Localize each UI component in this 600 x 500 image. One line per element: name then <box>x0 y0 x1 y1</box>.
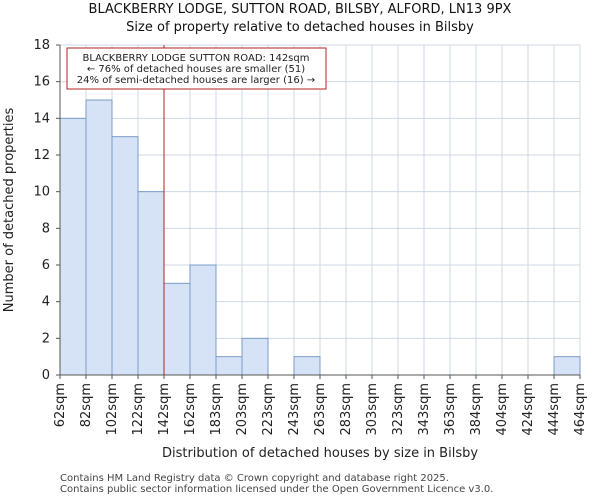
x-tick-label: 263sqm <box>313 383 328 436</box>
x-ticks: 62sqm 82sqm 102sqm 122sqm 142sqm 162sqm 183sqm… <box>53 375 588 436</box>
x-tick-label: 183sqm <box>209 383 224 436</box>
bar <box>163 282 191 376</box>
annotation-box: BLACKBERRY LODGE SUTTON ROAD: 142sqm ← 7… <box>66 47 327 90</box>
x-tick-label: 82sqm <box>79 383 94 427</box>
x-tick-label: 444sqm <box>547 383 562 436</box>
x-tick-label: 243sqm <box>287 383 302 436</box>
y-tick-label: 10 <box>33 185 50 200</box>
bar <box>293 356 321 376</box>
x-tick-label: 404sqm <box>495 383 510 436</box>
x-tick-label: 343sqm <box>417 383 432 436</box>
y-tick-label: 18 <box>33 38 50 53</box>
bar <box>85 99 113 376</box>
annotation-line-2: ← 76% of detached houses are smaller (51… <box>87 64 305 75</box>
bar <box>111 136 139 376</box>
y-tick-label: 16 <box>33 75 50 90</box>
annotation-line-3: 24% of semi-detached houses are larger (… <box>77 75 315 86</box>
x-tick-label: 363sqm <box>443 383 458 436</box>
chart-subtitle: Size of property relative to detached ho… <box>126 20 474 35</box>
y-tick-label: 2 <box>42 331 50 346</box>
y-tick-label: 12 <box>33 148 50 163</box>
y-tick-label: 4 <box>42 295 50 310</box>
footer-line-2: Contains public sector information licen… <box>60 484 494 495</box>
y-tick-label: 8 <box>42 221 50 236</box>
annotation-line-1: BLACKBERRY LODGE SUTTON ROAD: 142sqm <box>83 53 310 64</box>
x-tick-label: 203sqm <box>235 383 250 436</box>
bar <box>137 191 165 376</box>
x-tick-label: 223sqm <box>261 383 276 436</box>
y-ticks: 0 2 4 6 8 10 12 14 16 18 <box>33 38 60 383</box>
x-tick-label: 303sqm <box>365 383 380 436</box>
bar <box>215 356 243 376</box>
chart-title: BLACKBERRY LODGE, SUTTON ROAD, BILSBY, A… <box>88 2 512 17</box>
x-tick-label: 162sqm <box>183 383 198 436</box>
bars <box>59 99 581 376</box>
x-tick-label: 122sqm <box>131 383 146 436</box>
x-tick-label: 424sqm <box>521 383 536 436</box>
x-tick-label: 62sqm <box>53 383 68 427</box>
x-tick-label: 102sqm <box>105 383 120 436</box>
bar <box>59 117 87 376</box>
y-axis-label: Number of detached properties <box>2 108 17 313</box>
y-tick-label: 14 <box>33 111 50 126</box>
bar <box>553 356 581 376</box>
y-tick-label: 6 <box>42 258 50 273</box>
y-tick-label: 0 <box>42 368 50 383</box>
bar <box>189 264 217 376</box>
bar <box>241 337 269 376</box>
x-tick-label: 142sqm <box>157 383 172 436</box>
x-tick-label: 464sqm <box>573 383 588 436</box>
x-tick-label: 283sqm <box>339 383 354 436</box>
x-tick-label: 384sqm <box>469 383 484 436</box>
x-tick-label: 323sqm <box>391 383 406 436</box>
annotation-frame <box>66 47 327 90</box>
x-axis-label: Distribution of detached houses by size … <box>162 446 478 461</box>
footer-line-1: Contains HM Land Registry data © Crown c… <box>60 473 449 484</box>
